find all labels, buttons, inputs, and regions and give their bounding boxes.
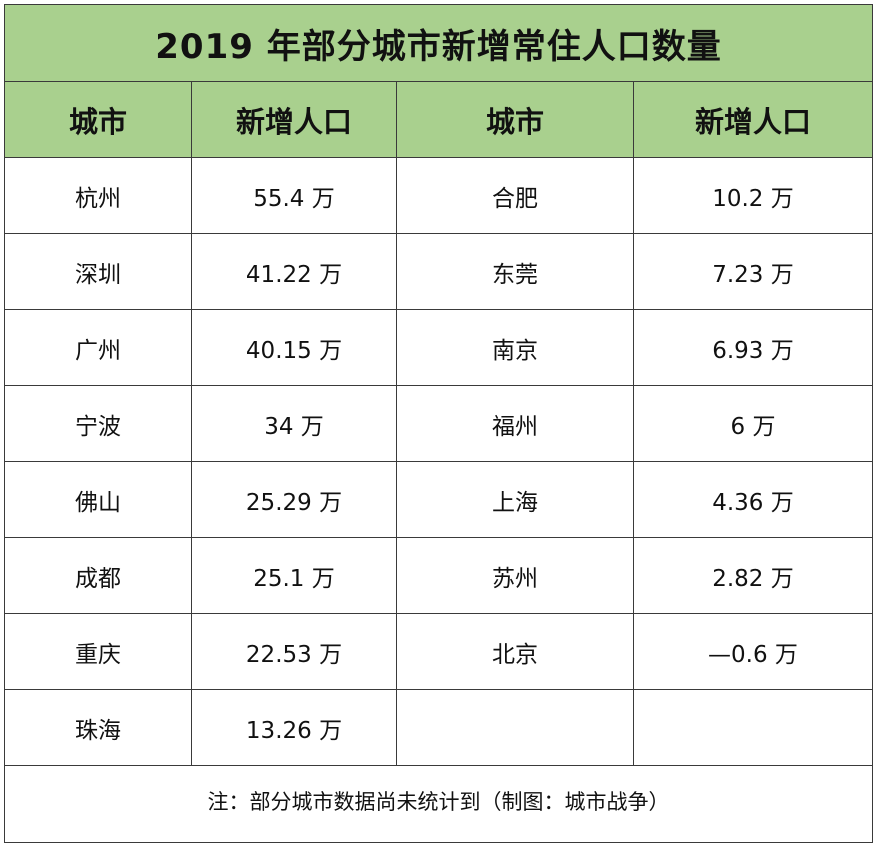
value-cell: 34 万 bbox=[192, 386, 397, 461]
value-cell: 10.2 万 bbox=[712, 185, 794, 212]
value-cell: 25.29 万 bbox=[192, 462, 397, 537]
value-cell: 6.93 万 bbox=[712, 337, 794, 364]
value-cell: 40.15 万 bbox=[192, 310, 397, 385]
value-cell: 25.1 万 bbox=[192, 538, 397, 613]
city-cell: 苏州 bbox=[397, 538, 634, 613]
city-cell: 东莞 bbox=[397, 234, 634, 309]
table-row: 珠海 13.26 万 bbox=[5, 690, 872, 766]
value-cell: 13.26 万 bbox=[192, 690, 397, 765]
header-increase-right: 新增人口 bbox=[694, 104, 811, 139]
city-cell: 成都 bbox=[5, 538, 192, 613]
city-cell: 合肥 bbox=[397, 158, 634, 233]
table-row: 杭州 55.4 万 合肥 10.2 万 bbox=[5, 158, 872, 234]
city-cell: 重庆 bbox=[5, 614, 192, 689]
value-cell: 4.36 万 bbox=[712, 489, 794, 516]
city-cell: 杭州 bbox=[5, 158, 192, 233]
value-cell bbox=[634, 690, 872, 765]
city-cell bbox=[397, 690, 634, 765]
value-cell: 6 万 bbox=[730, 413, 776, 440]
value-cell: 7.23 万 bbox=[712, 261, 794, 288]
city-cell: 深圳 bbox=[5, 234, 192, 309]
city-cell: 南京 bbox=[397, 310, 634, 385]
table-row: 佛山 25.29 万 上海 4.36 万 bbox=[5, 462, 872, 538]
city-cell: 佛山 bbox=[5, 462, 192, 537]
table-row: 重庆 22.53 万 北京 —0.6 万 bbox=[5, 614, 872, 690]
table-row: 广州 40.15 万 南京 6.93 万 bbox=[5, 310, 872, 386]
table-row: 成都 25.1 万 苏州 2.82 万 bbox=[5, 538, 872, 614]
city-cell: 珠海 bbox=[5, 690, 192, 765]
city-cell: 北京 bbox=[397, 614, 634, 689]
population-table: 2019 年部分城市新增常住人口数量 城市 新增人口 城市 新增人口 杭州 55… bbox=[4, 4, 873, 843]
value-cell: 55.4 万 bbox=[192, 158, 397, 233]
header-city-right: 城市 bbox=[397, 82, 634, 157]
city-cell: 上海 bbox=[397, 462, 634, 537]
value-cell: 41.22 万 bbox=[192, 234, 397, 309]
table-row: 宁波 34 万 福州 6 万 bbox=[5, 386, 872, 462]
table-footnote: 注：部分城市数据尚未统计到（制图：城市战争） bbox=[207, 790, 670, 814]
city-cell: 广州 bbox=[5, 310, 192, 385]
header-increase-left: 新增人口 bbox=[192, 82, 397, 157]
value-cell: 22.53 万 bbox=[192, 614, 397, 689]
table-row: 深圳 41.22 万 东莞 7.23 万 bbox=[5, 234, 872, 310]
table-title: 2019 年部分城市新增常住人口数量 bbox=[5, 5, 872, 82]
value-cell: —0.6 万 bbox=[708, 641, 798, 668]
city-cell: 宁波 bbox=[5, 386, 192, 461]
header-row: 城市 新增人口 城市 新增人口 bbox=[5, 82, 872, 158]
header-city-left: 城市 bbox=[5, 82, 192, 157]
value-cell: 2.82 万 bbox=[712, 565, 794, 592]
city-cell: 福州 bbox=[397, 386, 634, 461]
